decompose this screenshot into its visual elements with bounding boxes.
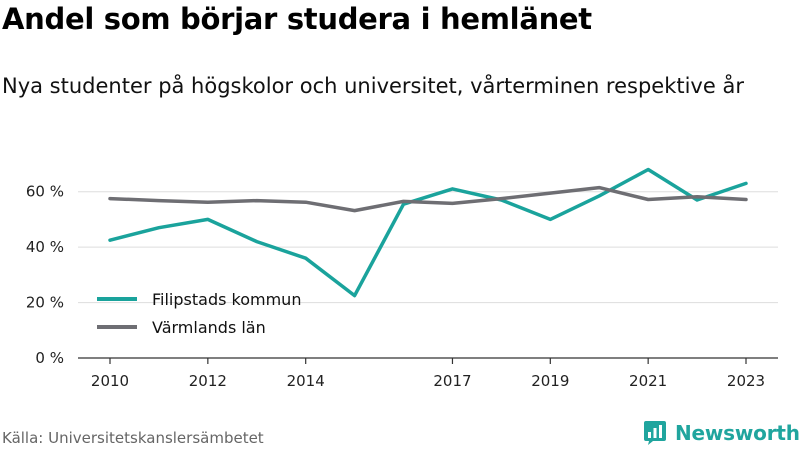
chart-title: Andel som börjar studera i hemlänet	[2, 2, 592, 36]
brand-name: Newsworthy	[675, 421, 800, 445]
legend-label: Filipstads kommun	[152, 290, 301, 309]
series-lines	[108, 167, 748, 298]
source-note: Källa: Universitetskanslersämbetet	[2, 429, 264, 447]
brand-logo[interactable]: Newsworthy	[643, 420, 800, 446]
x-axis: 0 % 20 % 40 % 60 % 2010 2012 2014 2017 2019 2021 2…	[26, 183, 778, 390]
legend-label: Värmlands län	[152, 318, 266, 337]
legend: Filipstads kommun Värmlands län	[97, 290, 301, 337]
newsworthy-logo-icon	[644, 421, 666, 445]
y-tick-label: 20 %	[26, 294, 64, 312]
x-tick-label: 2017	[433, 372, 471, 390]
series-line-filipstad	[108, 167, 748, 298]
y-tick-label: 60 %	[26, 183, 64, 201]
y-tick-label: 0 %	[35, 349, 64, 367]
chart-subtitle: Nya studenter på högskolor och universit…	[2, 74, 744, 98]
x-tick-label: 2010	[91, 372, 129, 390]
y-tick-label: 40 %	[26, 238, 64, 256]
x-tick-label: 2012	[189, 372, 227, 390]
series-line-varmland	[108, 185, 748, 213]
grid-lines	[78, 191, 778, 304]
x-tick-label: 2023	[727, 372, 765, 390]
x-tick-label: 2019	[531, 372, 569, 390]
x-tick-label: 2014	[287, 372, 325, 390]
x-tick-label: 2021	[629, 372, 667, 390]
